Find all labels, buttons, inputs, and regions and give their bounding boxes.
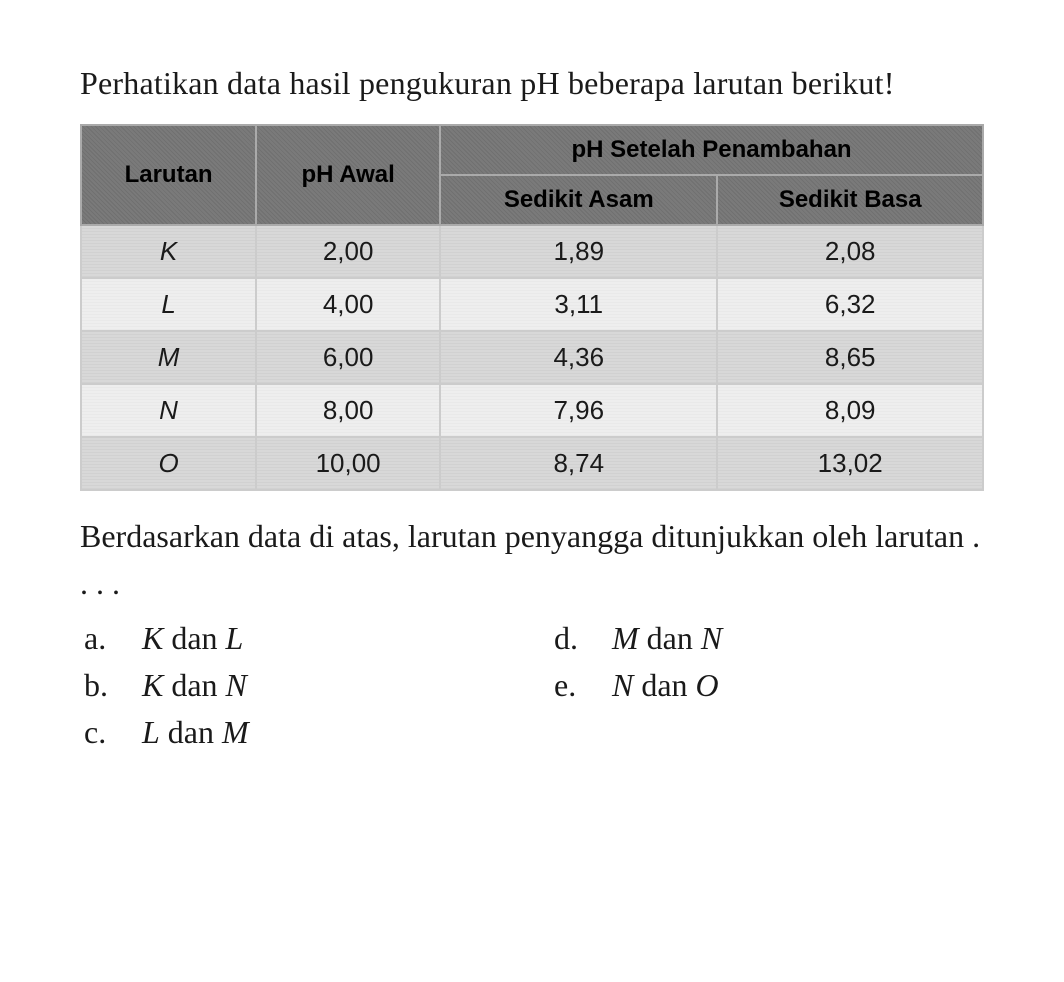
question-text: Perhatikan data hasil pengukuran pH bebe… [80, 60, 984, 106]
table-row: N 8,00 7,96 8,09 [81, 384, 983, 437]
cell-larutan: K [81, 225, 256, 278]
header-sedikit-basa: Sedikit Basa [717, 175, 983, 225]
followup-text: Berdasarkan data di atas, larutan penyan… [80, 513, 984, 606]
option-e: e. N dan O [554, 667, 984, 704]
cell-awal: 10,00 [256, 437, 440, 490]
cell-larutan: N [81, 384, 256, 437]
cell-basa: 8,65 [717, 331, 983, 384]
option-letter: b. [84, 667, 118, 704]
header-ph-awal: pH Awal [256, 125, 440, 225]
option-letter: a. [84, 620, 118, 657]
cell-basa: 6,32 [717, 278, 983, 331]
cell-awal: 2,00 [256, 225, 440, 278]
cell-basa: 8,09 [717, 384, 983, 437]
cell-asam: 1,89 [440, 225, 717, 278]
cell-asam: 8,74 [440, 437, 717, 490]
cell-awal: 6,00 [256, 331, 440, 384]
option-letter: c. [84, 714, 118, 751]
option-text: N dan O [612, 667, 719, 704]
table-body: K 2,00 1,89 2,08 L 4,00 3,11 6,32 M 6,00… [81, 225, 983, 490]
header-ph-setelah: pH Setelah Penambahan [440, 125, 983, 175]
table-header: Larutan pH Awal pH Setelah Penambahan Se… [81, 125, 983, 225]
option-text: K dan N [142, 667, 247, 704]
ph-data-table: Larutan pH Awal pH Setelah Penambahan Se… [80, 124, 984, 491]
option-letter: e. [554, 667, 588, 704]
option-text: L dan M [142, 714, 249, 751]
option-text: M dan N [612, 620, 722, 657]
cell-larutan: L [81, 278, 256, 331]
header-larutan: Larutan [81, 125, 256, 225]
table-row: K 2,00 1,89 2,08 [81, 225, 983, 278]
cell-asam: 4,36 [440, 331, 717, 384]
table-row: M 6,00 4,36 8,65 [81, 331, 983, 384]
option-d: d. M dan N [554, 620, 984, 657]
answer-options: a. K dan L d. M dan N b. K dan N e. N da… [80, 620, 984, 751]
cell-larutan: O [81, 437, 256, 490]
cell-basa: 2,08 [717, 225, 983, 278]
option-a: a. K dan L [84, 620, 514, 657]
cell-asam: 7,96 [440, 384, 717, 437]
header-sedikit-asam: Sedikit Asam [440, 175, 717, 225]
option-text: K dan L [142, 620, 243, 657]
cell-basa: 13,02 [717, 437, 983, 490]
cell-awal: 4,00 [256, 278, 440, 331]
table-row: L 4,00 3,11 6,32 [81, 278, 983, 331]
cell-awal: 8,00 [256, 384, 440, 437]
cell-larutan: M [81, 331, 256, 384]
option-b: b. K dan N [84, 667, 514, 704]
option-letter: d. [554, 620, 588, 657]
table-row: O 10,00 8,74 13,02 [81, 437, 983, 490]
option-c: c. L dan M [84, 714, 514, 751]
cell-asam: 3,11 [440, 278, 717, 331]
